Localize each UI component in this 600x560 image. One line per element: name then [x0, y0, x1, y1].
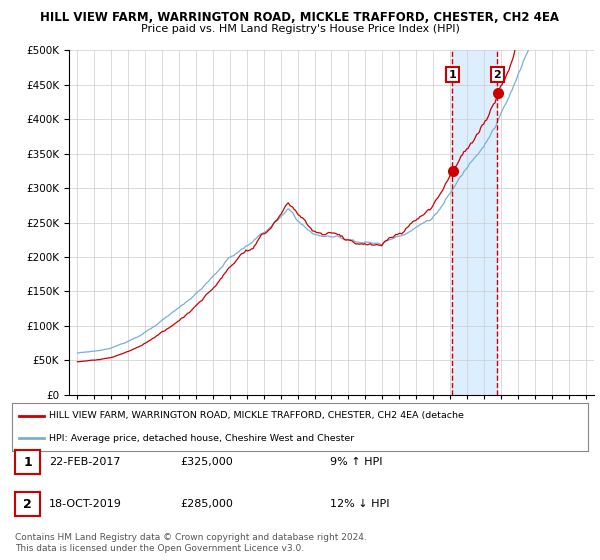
Text: Contains HM Land Registry data © Crown copyright and database right 2024.
This d: Contains HM Land Registry data © Crown c…: [15, 533, 367, 553]
Text: 18-OCT-2019: 18-OCT-2019: [49, 499, 122, 509]
Text: 1: 1: [23, 455, 32, 469]
Text: 1: 1: [448, 69, 456, 80]
Text: £285,000: £285,000: [180, 499, 233, 509]
Text: Price paid vs. HM Land Registry's House Price Index (HPI): Price paid vs. HM Land Registry's House …: [140, 24, 460, 34]
Text: HILL VIEW FARM, WARRINGTON ROAD, MICKLE TRAFFORD, CHESTER, CH2 4EA: HILL VIEW FARM, WARRINGTON ROAD, MICKLE …: [41, 11, 560, 24]
Text: 22-FEB-2017: 22-FEB-2017: [49, 457, 121, 467]
Text: £325,000: £325,000: [180, 457, 233, 467]
Text: 2: 2: [23, 497, 32, 511]
Text: HPI: Average price, detached house, Cheshire West and Chester: HPI: Average price, detached house, Ches…: [49, 434, 355, 443]
Bar: [452, 50, 497, 395]
Text: HILL VIEW FARM, WARRINGTON ROAD, MICKLE TRAFFORD, CHESTER, CH2 4EA (detache: HILL VIEW FARM, WARRINGTON ROAD, MICKLE …: [49, 411, 464, 420]
Text: 9% ↑ HPI: 9% ↑ HPI: [330, 457, 383, 467]
Text: 12% ↓ HPI: 12% ↓ HPI: [330, 499, 389, 509]
Text: 2: 2: [494, 69, 502, 80]
